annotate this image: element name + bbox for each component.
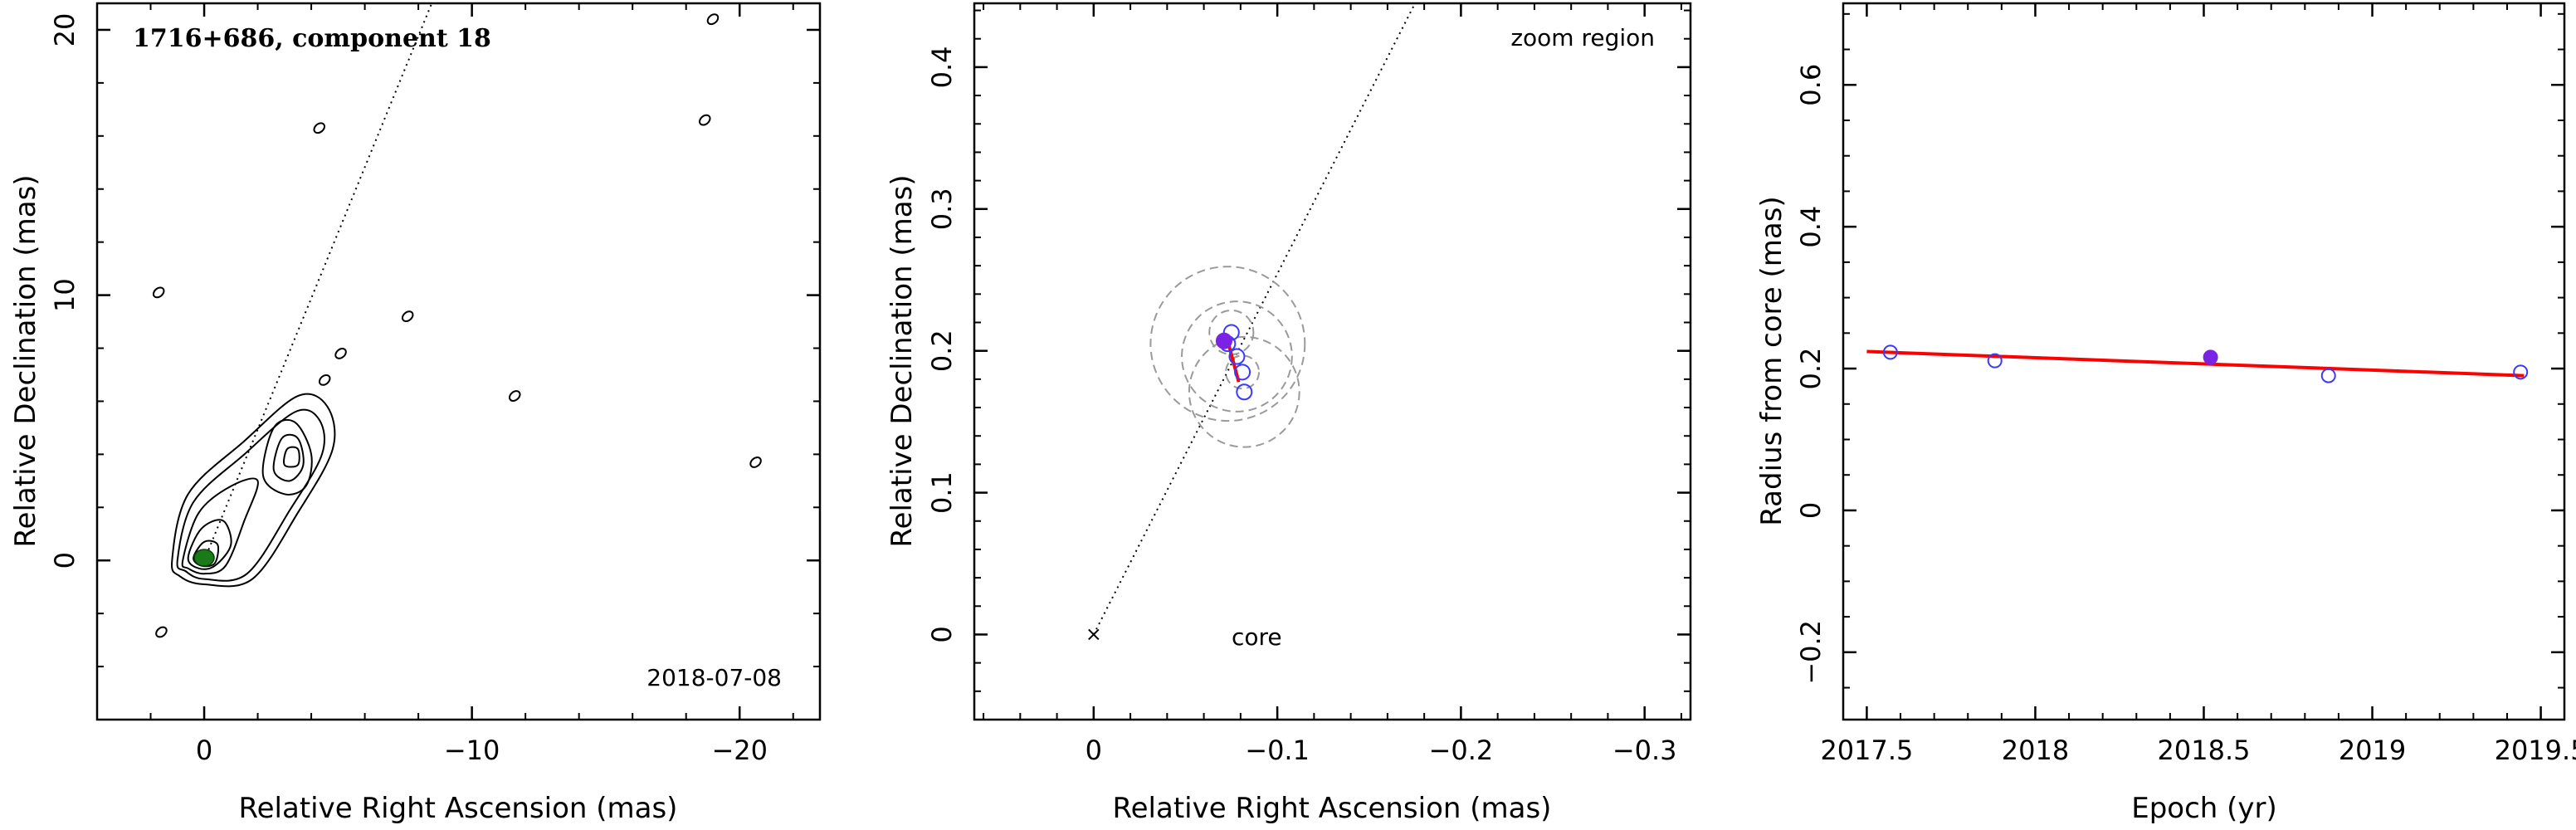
noise-contour xyxy=(313,122,326,134)
current-epoch-point xyxy=(1215,332,1232,349)
x-tick-label: 2019.5 xyxy=(2495,735,2576,766)
panel-2-frame xyxy=(973,2,1692,721)
epoch-point xyxy=(2320,368,2336,383)
x-tick-label: 0 xyxy=(196,735,212,766)
y-tick-label: 0 xyxy=(926,626,958,642)
noise-contour xyxy=(749,456,762,468)
position-error-circle xyxy=(1208,309,1255,356)
x-tick-label: 0 xyxy=(1086,735,1102,766)
noise-contour xyxy=(706,13,720,26)
epoch-point xyxy=(1882,344,1898,360)
y-tick-label: 0.4 xyxy=(926,46,958,88)
y-tick-label: 0 xyxy=(49,552,80,569)
x-tick-label: −0.3 xyxy=(1612,735,1677,766)
panel-radius-vs-epoch: 2017.5 2018 2018.5 2019 2019.5 −0.2 0 0.2 0.4 0.6… xyxy=(1755,2,2576,825)
epoch-point xyxy=(1987,353,2003,369)
contour-line xyxy=(187,519,232,570)
noise-contour xyxy=(155,626,168,638)
panel-zoom-region: 0 −0.1 −0.2 −0.3 0 0.1 0.2 0.3 0.4 zoom region c… xyxy=(886,2,1692,825)
x-tick-label: 2018 xyxy=(2002,735,2069,766)
contour-line xyxy=(272,433,305,482)
y-tick-label: 0.4 xyxy=(1795,206,1827,248)
x-tick-label: −0.2 xyxy=(1429,735,1494,766)
panel-3-y-axis-label: Radius from core (mas) xyxy=(1755,196,1788,525)
panel-1-y-axis-label: Relative Declination (mas) xyxy=(9,174,42,547)
x-tick-label: 2019 xyxy=(2339,735,2406,766)
y-tick-label: 0.1 xyxy=(926,471,958,514)
panel-3-x-axis-label: Epoch (yr) xyxy=(2131,792,2277,825)
x-tick-label: −20 xyxy=(711,735,768,766)
epoch-date-label: 2018-07-08 xyxy=(646,664,782,691)
panel-image-contour: 0 −10 −20 0 10 20 1716+686, component 18 2018… xyxy=(9,2,822,825)
noise-contour xyxy=(508,390,521,402)
jet-direction-line xyxy=(1092,2,1416,635)
y-tick-label: 10 xyxy=(49,278,80,312)
panel-1-title: 1716+686, component 18 xyxy=(133,24,491,53)
panel-2-x-axis-label: Relative Right Ascension (mas) xyxy=(1113,792,1552,825)
position-error-circle xyxy=(1149,266,1306,422)
contour-line xyxy=(283,446,300,468)
epoch-point xyxy=(1228,348,1246,365)
noise-contour xyxy=(699,114,711,126)
trajectory-fit-line xyxy=(1226,340,1241,383)
x-tick-label: 2017.5 xyxy=(1820,735,1913,766)
x-tick-label: −0.1 xyxy=(1245,735,1310,766)
current-epoch-point xyxy=(2203,349,2218,365)
panel-1-frame xyxy=(95,2,822,721)
panel-3-frame xyxy=(1842,2,2566,721)
radius-fit-line xyxy=(1866,349,2525,378)
position-error-circle xyxy=(1181,300,1293,413)
y-tick-label: 0 xyxy=(1795,502,1827,519)
panel-1-x-axis-label: Relative Right Ascension (mas) xyxy=(239,792,678,825)
y-tick-label: 0.6 xyxy=(1795,64,1827,106)
zoom-region-label: zoom region xyxy=(1510,24,1655,51)
core-cross-marker xyxy=(1088,628,1100,641)
x-tick-label: 2018.5 xyxy=(2158,735,2251,766)
y-tick-label: 0.2 xyxy=(926,330,958,372)
panel-2-y-axis-label: Relative Declination (mas) xyxy=(886,174,919,547)
epoch-point xyxy=(1234,364,1251,381)
jet-direction-line xyxy=(203,2,433,561)
noise-contour xyxy=(152,286,165,299)
y-tick-label: 0.3 xyxy=(926,188,958,230)
epoch-point xyxy=(2513,364,2529,380)
noise-contour xyxy=(318,374,331,386)
x-tick-label: −10 xyxy=(444,735,500,766)
core-label: core xyxy=(1232,623,1282,651)
y-tick-label: −0.2 xyxy=(1795,620,1827,685)
position-error-circle xyxy=(1188,335,1300,448)
contour-line xyxy=(181,477,259,575)
epoch-point xyxy=(1236,383,1253,401)
y-tick-label: 0.2 xyxy=(1795,348,1827,390)
y-tick-label: 20 xyxy=(49,13,80,47)
core-component-marker xyxy=(193,549,215,567)
contour-line xyxy=(171,393,336,588)
contour-line xyxy=(261,418,313,496)
contour-line xyxy=(176,408,325,582)
noise-contour xyxy=(334,348,347,359)
noise-contour xyxy=(401,310,414,323)
position-error-circle xyxy=(1225,354,1260,390)
